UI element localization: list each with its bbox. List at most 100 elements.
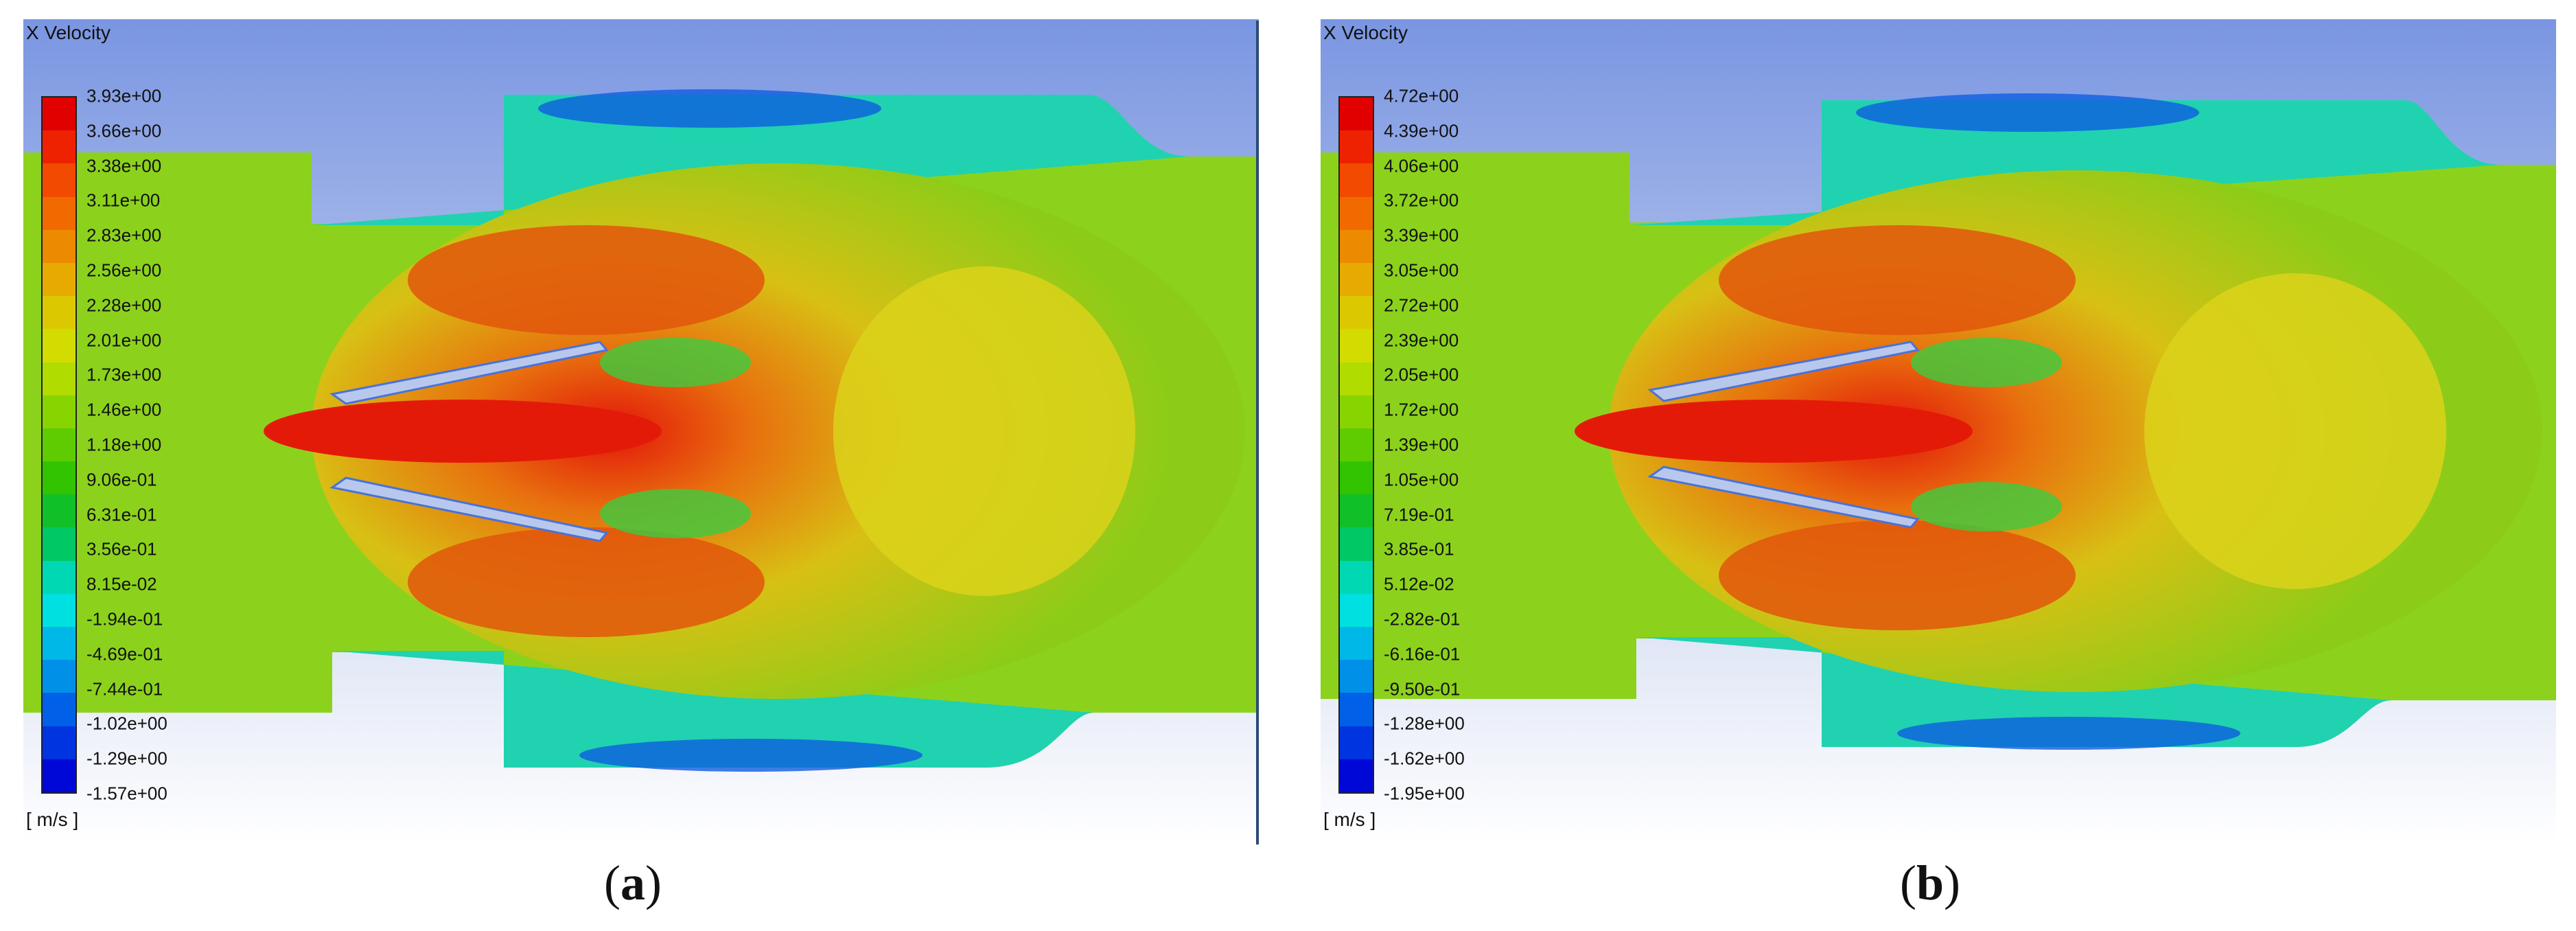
colorbar-segment <box>1340 229 1373 263</box>
colorbar-segment <box>1340 395 1373 428</box>
colorbar-segment <box>43 163 76 197</box>
colorbar-segment <box>1340 461 1373 495</box>
colorbar-tick-label: 2.28e+00 <box>86 295 162 316</box>
colorbar-tick-label: 3.66e+00 <box>86 120 162 141</box>
colorbar-tick-label: 2.05e+00 <box>1384 364 1459 385</box>
contour-panel-b: X Velocity 4.72e+00 4.39e+00 4.06e+00 3.72e… <box>1321 19 2556 844</box>
colorbar-segment <box>1340 163 1373 197</box>
colorbar-tick-label: -4.69e-01 <box>86 643 163 665</box>
splitter-blade-lower-b <box>1647 466 1920 529</box>
colorbar-segment <box>1340 130 1373 164</box>
colorbar-tick-label: -1.95e+00 <box>1384 783 1465 804</box>
colorbar-tick-label: 7.19e-01 <box>1384 504 1454 525</box>
colorbar-tick-label: -1.29e+00 <box>86 748 167 769</box>
colorbar-tick-label: 3.39e+00 <box>1384 225 1459 246</box>
colorbar-tick-label: 6.31e-01 <box>86 504 157 525</box>
colorbar-tick-label: -1.57e+00 <box>86 783 167 804</box>
colorbar-ticks: 3.93e+00 3.66e+00 3.38e+00 3.11e+00 2.83e+00… <box>86 86 203 804</box>
colorbar-segment <box>43 560 76 594</box>
colorbar-segment <box>43 726 76 759</box>
colorbar-segment <box>1340 660 1373 693</box>
caption-letter: b <box>1916 855 1945 910</box>
colorbar-tick-label: -1.94e-01 <box>86 608 163 630</box>
colorbar-segment <box>1340 428 1373 462</box>
colorbar-segment <box>43 693 76 726</box>
colorbar-tick-label: 9.06e-01 <box>86 469 157 490</box>
colorbar-segment <box>43 362 76 395</box>
unit-label: [ m/s ] <box>1323 809 1376 830</box>
colorbar-tick-label: 1.18e+00 <box>86 434 162 455</box>
colorbar-segment <box>1340 329 1373 363</box>
colorbar-segment <box>1340 494 1373 528</box>
colorbar-tick-label: 3.85e-01 <box>1384 538 1454 560</box>
colorbar-segment <box>43 196 76 230</box>
colorbar <box>1338 96 1374 794</box>
colorbar-segment <box>43 130 76 164</box>
contour-panel-a: X Velocity 3.93e+00 3.66e+00 3.38e+00 3.11e… <box>23 19 1259 844</box>
colorbar-tick-label: -1.62e+00 <box>1384 748 1465 769</box>
colorbar-tick-label: -7.44e-01 <box>86 678 163 700</box>
colorbar-tick-label: 2.56e+00 <box>86 260 162 281</box>
field-title: X Velocity <box>1323 22 1408 43</box>
colorbar-tick-label: -1.28e+00 <box>1384 713 1465 734</box>
splitter-blade-upper-a <box>329 341 609 405</box>
colorbar-segment <box>1340 296 1373 330</box>
caption-b: (b) <box>1900 855 1961 910</box>
splitter-blade-lower-a <box>329 476 609 542</box>
field-title: X Velocity <box>26 22 111 43</box>
colorbar-tick-label: 8.15e-02 <box>86 573 157 595</box>
colorbar-segment <box>1340 262 1373 297</box>
colorbar-segment <box>43 395 76 428</box>
colorbar-tick-label: 1.46e+00 <box>86 399 162 420</box>
colorbar-segment <box>43 494 76 528</box>
colorbar-tick-label: 1.72e+00 <box>1384 399 1459 420</box>
colorbar <box>41 96 77 794</box>
colorbar-segment <box>43 296 76 330</box>
colorbar-segment <box>43 627 76 660</box>
colorbar-segment <box>1340 759 1373 792</box>
colorbar-tick-label: 4.72e+00 <box>1384 85 1459 106</box>
colorbar-tick-label: 2.01e+00 <box>86 330 162 351</box>
colorbar-tick-label: -2.82e-01 <box>1384 608 1461 630</box>
colorbar-segment <box>1340 726 1373 759</box>
caption-a: (a) <box>604 855 662 910</box>
velocity-field-a <box>23 19 1259 844</box>
panel-divider <box>1256 21 1259 844</box>
colorbar-tick-label: 3.72e+00 <box>1384 189 1459 211</box>
colorbar-tick-label: -9.50e-01 <box>1384 678 1461 700</box>
colorbar-tick-label: 1.05e+00 <box>1384 469 1459 490</box>
colorbar-segment <box>43 593 76 627</box>
colorbar-tick-label: 2.72e+00 <box>1384 295 1459 316</box>
colorbar-segment <box>43 97 76 131</box>
splitter-blade-upper-b <box>1647 341 1920 402</box>
colorbar-segment <box>1340 527 1373 561</box>
colorbar-segment <box>1340 196 1373 230</box>
colorbar-segment <box>43 461 76 495</box>
colorbar-tick-label: -1.02e+00 <box>86 713 167 734</box>
colorbar-tick-label: 4.06e+00 <box>1384 155 1459 176</box>
colorbar-tick-label: 3.56e-01 <box>86 538 157 560</box>
caption-letter: a <box>620 855 645 910</box>
colorbar-tick-label: 1.39e+00 <box>1384 434 1459 455</box>
colorbar-segment <box>43 527 76 561</box>
colorbar-segment <box>43 759 76 792</box>
colorbar-segment <box>1340 627 1373 660</box>
colorbar-tick-label: 1.73e+00 <box>86 364 162 385</box>
colorbar-tick-label: 3.38e+00 <box>86 155 162 176</box>
colorbar-segment <box>1340 693 1373 726</box>
colorbar-tick-label: 5.12e-02 <box>1384 573 1454 595</box>
colorbar-tick-label: 3.05e+00 <box>1384 260 1459 281</box>
colorbar-segment <box>1340 97 1373 131</box>
colorbar-segment <box>43 428 76 462</box>
colorbar-segment <box>43 329 76 363</box>
colorbar-tick-label: 3.11e+00 <box>86 189 161 211</box>
colorbar-tick-label: -6.16e-01 <box>1384 643 1461 665</box>
colorbar-segment <box>1340 560 1373 594</box>
colorbar-segment <box>43 262 76 297</box>
colorbar-tick-label: 2.83e+00 <box>86 225 162 246</box>
colorbar-segment <box>43 229 76 263</box>
colorbar-tick-label: 2.39e+00 <box>1384 330 1459 351</box>
colorbar-tick-label: 3.93e+00 <box>86 85 162 106</box>
colorbar-segment <box>43 660 76 693</box>
unit-label: [ m/s ] <box>26 809 79 830</box>
